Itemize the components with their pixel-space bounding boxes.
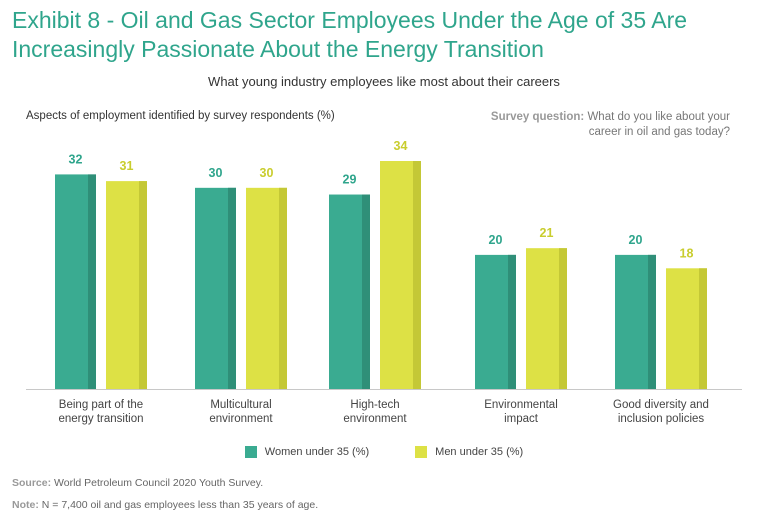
source-text: World Petroleum Council 2020 Youth Surve… [54,477,264,489]
source-label: Source: [12,477,52,489]
data-label-women-0: 32 [69,152,83,166]
chart-title: Exhibit 8 - Oil and Gas Sector Employees… [12,7,688,62]
chart-subtitle: What young industry employees like most … [208,74,560,89]
category-label-4: Good diversity and [613,399,709,411]
bar-men-2 [380,161,421,389]
bar-men-0 [106,181,147,389]
legend-item-women: Women under 35 (%) [244,446,370,458]
data-label-men-3: 21 [540,226,554,240]
legend-label-women: Women under 35 (%) [264,446,370,458]
category-label-4: inclusion policies [618,413,705,425]
data-label-women-3: 20 [489,233,503,247]
bar-women-2 [329,194,370,389]
legend-label-men: Men under 35 (%) [435,446,524,458]
sample-note: Note: N = 7,400 oil and gas employees le… [12,499,318,511]
category-label-1: environment [209,413,273,425]
category-label-2: environment [343,413,407,425]
data-label-women-2: 29 [343,173,357,187]
legend-item-men: Men under 35 (%) [415,446,523,458]
data-label-men-0: 31 [120,159,134,173]
note-text: N = 7,400 oil and gas employees less tha… [41,499,319,511]
bar-women-4 [615,254,656,389]
category-label-3: impact [504,413,539,425]
survey-question-label: Survey question: [490,111,585,123]
survey-question: Survey question: What do you like about … [460,110,730,140]
category-label-0: Being part of the [59,399,143,411]
source-note: Source: World Petroleum Council 2020 You… [12,477,263,489]
bar-men-3 [526,248,567,389]
bar-chart: 32 31 Being part of the energy transition 30… [26,139,742,425]
bar-women-0 [55,174,96,389]
bar-women-3 [475,254,516,389]
data-label-women-4: 20 [629,233,643,247]
bar-men-4 [666,268,707,389]
data-label-women-1: 30 [209,166,223,180]
legend: Women under 35 (%) Men under 35 (%) [0,446,768,458]
bar-women-1 [195,187,236,389]
survey-question-text: What do you like about your career in oi… [587,111,730,138]
category-label-2: High-tech [350,399,399,411]
y-axis-label: Aspects of employment identified by surv… [26,110,335,122]
note-label: Note: [12,499,39,511]
data-label-men-1: 30 [260,166,274,180]
category-label-1: Multicultural [210,399,271,411]
data-label-men-4: 18 [680,246,694,260]
legend-swatch-women [244,446,257,458]
data-label-men-2: 34 [394,139,408,153]
category-label-3: Environmental [484,399,558,411]
legend-swatch-men [415,446,428,458]
bar-men-1 [246,187,287,389]
category-label-0: energy transition [58,413,143,425]
